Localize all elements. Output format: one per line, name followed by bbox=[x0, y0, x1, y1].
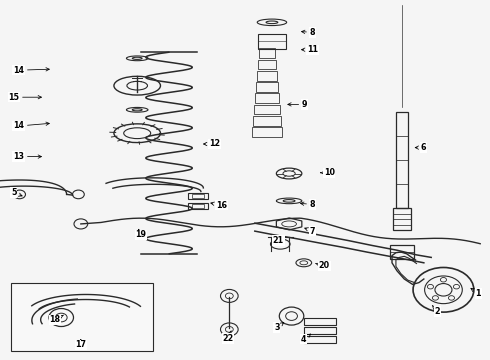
Bar bbox=[255, 94, 279, 103]
Bar bbox=[192, 194, 204, 198]
Bar bbox=[252, 127, 282, 137]
Text: 11: 11 bbox=[301, 45, 318, 54]
Text: 3: 3 bbox=[274, 323, 284, 332]
Bar bbox=[259, 49, 275, 58]
Bar bbox=[304, 327, 336, 334]
Bar bbox=[253, 116, 281, 126]
Text: 12: 12 bbox=[203, 139, 220, 148]
Bar bbox=[258, 60, 276, 69]
Text: 20: 20 bbox=[316, 261, 330, 270]
Text: 7: 7 bbox=[305, 227, 316, 236]
Bar bbox=[11, 283, 153, 351]
Text: 6: 6 bbox=[415, 143, 426, 152]
Text: 21: 21 bbox=[273, 236, 285, 245]
Bar bbox=[188, 203, 208, 209]
Bar bbox=[188, 193, 208, 199]
Bar bbox=[396, 112, 408, 208]
Text: 13: 13 bbox=[13, 152, 42, 161]
Text: 2: 2 bbox=[432, 305, 441, 316]
Text: 17: 17 bbox=[75, 339, 86, 349]
Text: 9: 9 bbox=[288, 100, 308, 109]
Text: 8: 8 bbox=[301, 28, 316, 37]
Text: 15: 15 bbox=[8, 93, 42, 102]
Text: 14: 14 bbox=[13, 66, 49, 75]
Text: 4: 4 bbox=[301, 334, 311, 343]
Bar bbox=[192, 204, 204, 208]
Bar bbox=[393, 208, 411, 230]
Text: 1: 1 bbox=[471, 288, 481, 298]
Text: 22: 22 bbox=[222, 331, 233, 343]
Text: 10: 10 bbox=[320, 168, 335, 177]
Bar bbox=[256, 82, 278, 92]
Bar bbox=[254, 105, 280, 114]
Text: 8: 8 bbox=[300, 200, 316, 209]
Bar bbox=[304, 318, 336, 325]
Bar bbox=[390, 245, 414, 259]
Text: 18: 18 bbox=[49, 315, 64, 324]
Bar bbox=[257, 71, 277, 81]
Text: 5: 5 bbox=[11, 188, 22, 197]
Bar bbox=[304, 336, 336, 343]
Bar bbox=[258, 34, 286, 49]
Text: 16: 16 bbox=[211, 201, 227, 210]
Text: 14: 14 bbox=[13, 122, 49, 130]
Text: 19: 19 bbox=[136, 229, 147, 239]
